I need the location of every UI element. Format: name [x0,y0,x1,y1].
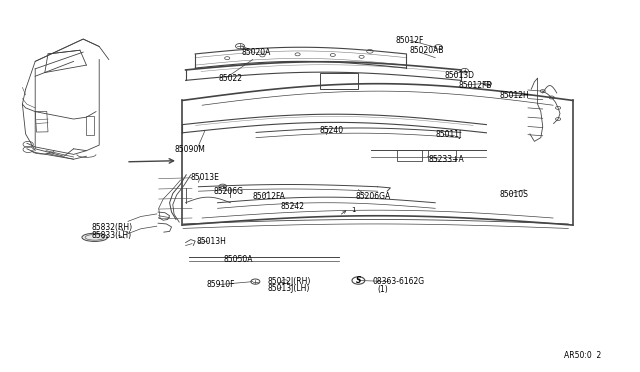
Text: 85240: 85240 [320,126,344,135]
Text: 85012F: 85012F [396,36,424,45]
Text: 85090M: 85090M [174,145,205,154]
Text: S: S [356,276,361,285]
Text: (1): (1) [378,285,388,294]
Text: 85022: 85022 [219,74,243,83]
Text: 85013E: 85013E [190,173,219,182]
Bar [320,73,358,89]
Text: 85020AB: 85020AB [410,46,444,55]
Text: 85242: 85242 [280,202,305,211]
Bar [397,150,422,161]
Bar [428,150,456,161]
Text: 85012J(RH): 85012J(RH) [268,277,311,286]
Text: 85050A: 85050A [223,255,253,264]
Text: 85013J(LH): 85013J(LH) [268,284,310,293]
Text: 85233+A: 85233+A [429,155,465,164]
Text: 85012FA: 85012FA [253,192,285,201]
Text: 85010S: 85010S [499,190,528,199]
Text: 85206GA: 85206GA [356,192,391,201]
Text: 85013D: 85013D [445,71,475,80]
Text: 85206G: 85206G [213,187,243,196]
Bar [86,116,94,135]
Ellipse shape [82,233,108,241]
Text: 85020A: 85020A [242,48,271,57]
Text: 85012H: 85012H [499,92,529,100]
Text: AR50:0  2: AR50:0 2 [564,351,602,360]
Text: 85833(LH): 85833(LH) [92,231,132,240]
Text: 85013H: 85013H [196,237,227,246]
Text: 85011J: 85011J [435,130,461,139]
Text: 1: 1 [351,207,355,213]
Text: 85832(RH): 85832(RH) [92,223,132,232]
Text: 08363-6162G: 08363-6162G [372,277,424,286]
Bar [35,111,48,132]
Text: 85910F: 85910F [206,280,235,289]
Text: 85012FB: 85012FB [458,81,492,90]
